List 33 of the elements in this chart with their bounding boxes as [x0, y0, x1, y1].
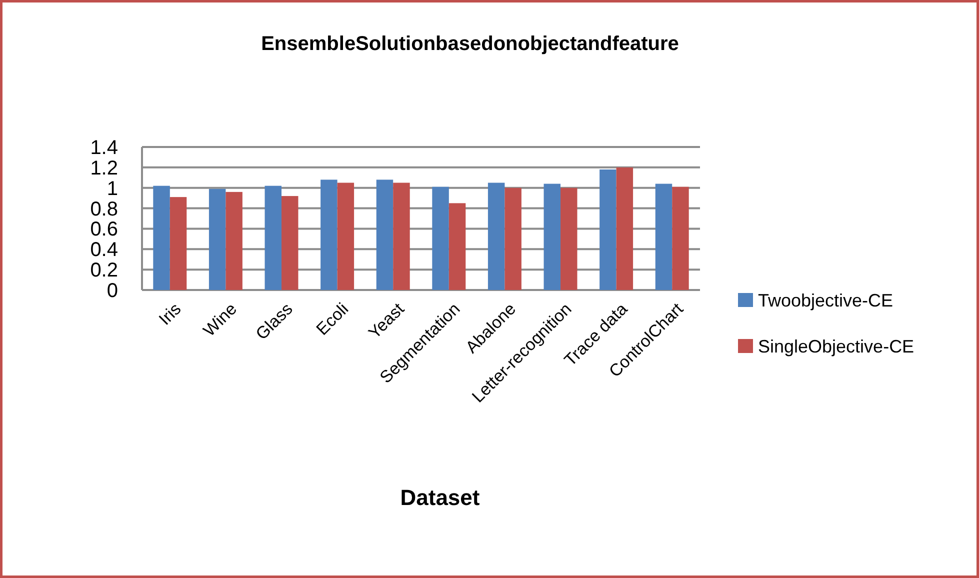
- y-tick-label: 0.2: [90, 260, 118, 282]
- bar: [376, 180, 394, 290]
- bar: [208, 188, 226, 290]
- bar: [264, 186, 282, 290]
- bar: [170, 197, 187, 290]
- bar: [448, 203, 466, 290]
- y-tick-label: 0.8: [90, 198, 118, 220]
- y-tick-label: 0.6: [90, 218, 118, 241]
- bar: [226, 192, 242, 290]
- chart-title: EnsembleSolutionbasedonobjectandfeature: [261, 33, 679, 55]
- bar: [320, 180, 338, 290]
- x-axis-title: Dataset: [400, 485, 480, 510]
- bar: [393, 182, 410, 290]
- bar: [600, 169, 616, 290]
- bar: [616, 167, 634, 290]
- y-tick-label: 1.2: [90, 157, 118, 180]
- bar: [504, 188, 522, 290]
- bar: [655, 184, 672, 290]
- bar: [560, 188, 578, 290]
- bar: [544, 184, 560, 290]
- y-tick-label: 0.4: [90, 239, 118, 262]
- bar: [282, 196, 298, 290]
- bar: [488, 182, 505, 290]
- bar: [672, 186, 689, 290]
- legend-label: SingleObjective-CE: [758, 336, 914, 356]
- y-tick-label: 1.4: [90, 137, 118, 159]
- y-tick-label: 0: [106, 280, 118, 302]
- legend-label: Twoobjective-CE: [758, 290, 894, 310]
- bar: [337, 182, 354, 290]
- y-tick-label: 1: [106, 178, 118, 200]
- bar: [432, 186, 449, 290]
- x-tick-label: Iris: [155, 299, 185, 329]
- bar: [153, 186, 170, 290]
